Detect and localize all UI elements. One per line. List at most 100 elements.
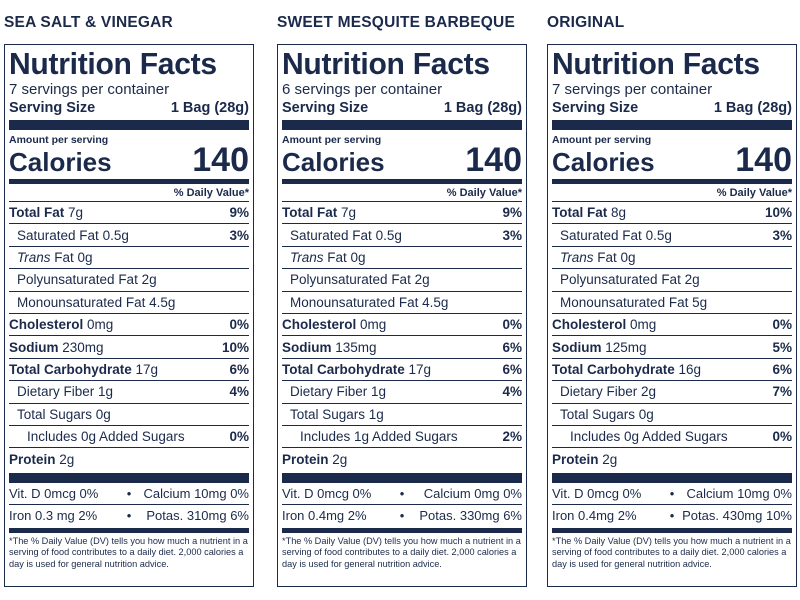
serving-size-label: Serving Size <box>282 100 369 116</box>
thick-divider <box>552 120 792 130</box>
sodium-row: Sodium 135mg 6% <box>282 336 522 359</box>
nutrient-text: Polyunsaturated Fat 2g <box>17 272 157 288</box>
serving-size-value: 1 Bag (28g) <box>713 100 792 116</box>
calories-row: Calories 140 <box>9 143 249 177</box>
nutrient-name: Cholesterol <box>552 317 627 333</box>
monounsaturated-fat-row: Monounsaturated Fat 5g <box>552 292 792 314</box>
trans-fat-row: Trans Fat 0g <box>552 247 792 270</box>
daily-value-footnote: *The % Daily Value (DV) tells you how mu… <box>9 535 248 569</box>
nutrient-text: Includes 0g Added Sugars <box>27 429 185 445</box>
calories-label: Calories <box>282 147 385 177</box>
nutrient-percent: 6% <box>229 361 249 377</box>
total-fat-row: Total Fat 7g 9% <box>282 202 522 225</box>
vitamin-d-value: Vit. D 0mcg 0% <box>552 485 642 501</box>
nutrient-percent: 9% <box>502 205 522 221</box>
nutrient-amount: 0mg <box>630 317 657 333</box>
nutrient-percent: 3% <box>502 227 522 243</box>
medium-divider <box>282 527 522 533</box>
nutrient-percent: 6% <box>502 361 522 377</box>
nutrient-text: Monounsaturated Fat 4.5g <box>17 294 176 310</box>
nutrition-facts-title: Nutrition Facts <box>552 46 760 81</box>
nutrient-percent: 3% <box>229 227 249 243</box>
calories-label: Calories <box>552 147 655 177</box>
total-sugars-row: Total Sugars 1g <box>282 404 522 426</box>
nutrient-name: Saturated Fat <box>17 227 99 243</box>
nutrient-percent: 10% <box>764 205 792 221</box>
total-sugars-row: Total Sugars 0g <box>9 404 249 426</box>
serving-size-row: Serving Size 1 Bag (28g) <box>9 99 249 117</box>
nutrition-facts-panel: Nutrition Facts 6 servings per container… <box>277 44 527 587</box>
iron-value: Iron 0.4mg 2% <box>282 508 367 524</box>
nutrient-amount: 2g <box>332 451 348 467</box>
trans-fat-row: Trans Fat 0g <box>282 247 522 270</box>
saturated-fat-row: Saturated Fat 0.5g 3% <box>9 224 249 247</box>
nutrient-name: Protein <box>552 451 599 467</box>
nutrient-percent: 5% <box>772 339 792 355</box>
total-sugars-row: Total Sugars 0g <box>552 404 792 426</box>
nutrient-name: Total Fat <box>552 205 608 221</box>
nutrient-percent: 2% <box>502 429 522 445</box>
nutrient-amount: 0.5g <box>102 227 129 243</box>
nutrient-percent: 4% <box>502 384 522 400</box>
iron-value: Iron 0.3 mg 2% <box>9 508 98 524</box>
daily-value-header: % Daily Value* <box>9 186 249 202</box>
nutrient-text: Polyunsaturated Fat 2g <box>290 272 430 288</box>
added-sugars-row: Includes 1g Added Sugars 2% <box>282 426 522 449</box>
total-fat-row: Total Fat 7g 9% <box>9 202 249 225</box>
calories-row: Calories 140 <box>282 143 522 177</box>
trans-label: Trans <box>290 249 324 265</box>
nutrient-name: Sodium <box>552 339 602 355</box>
nutrient-amount: 1g <box>371 384 387 400</box>
medium-divider <box>552 527 792 533</box>
iron-potassium-row: Iron 0.3 mg 2% • Potas. 310mg 6% <box>9 505 249 527</box>
sodium-row: Sodium 125mg 5% <box>552 336 792 359</box>
bullet-separator: • <box>126 485 132 501</box>
nutrient-percent: 0% <box>772 429 792 445</box>
saturated-fat-row: Saturated Fat 0.5g 3% <box>282 224 522 247</box>
dietary-fiber-row: Dietary Fiber 1g 4% <box>282 381 522 404</box>
medium-divider <box>9 179 249 184</box>
nutrient-name: Total Carbohydrate <box>552 361 675 377</box>
iron-value: Iron 0.4mg 2% <box>552 508 637 524</box>
trans-fat-row: Trans Fat 0g <box>9 247 249 270</box>
nutrition-facts-title: Nutrition Facts <box>9 46 217 81</box>
bullet-separator: • <box>126 508 132 524</box>
daily-value-header: % Daily Value* <box>282 186 522 202</box>
servings-per-container: 7 servings per container <box>552 81 713 98</box>
nutrient-amount: 2g <box>641 384 657 400</box>
medium-divider <box>9 527 249 533</box>
nutrient-name: Protein <box>282 451 329 467</box>
nutrient-name: Total Carbohydrate <box>282 361 405 377</box>
servings-per-container: 6 servings per container <box>282 81 443 98</box>
nutrient-amount: 0mg <box>87 317 114 333</box>
bullet-separator: • <box>399 508 405 524</box>
nutrient-amount: 17g <box>135 361 159 377</box>
nutrient-name: Total Fat <box>282 205 338 221</box>
nutrient-name: Saturated Fat <box>290 227 372 243</box>
nutrition-label-column: SEA SALT & VINEGAR Nutrition Facts 7 ser… <box>4 12 254 587</box>
bullet-separator: • <box>399 485 405 501</box>
serving-size-row: Serving Size 1 Bag (28g) <box>552 99 792 117</box>
amount-per-serving: Amount per serving <box>552 134 652 146</box>
calcium-value: Calcium 10mg 0% <box>686 485 793 501</box>
cholesterol-row: Cholesterol 0mg 0% <box>9 314 249 337</box>
polyunsaturated-fat-row: Polyunsaturated Fat 2g <box>9 269 249 292</box>
sodium-row: Sodium 230mg 10% <box>9 336 249 359</box>
polyunsaturated-fat-row: Polyunsaturated Fat 2g <box>552 269 792 292</box>
thick-divider <box>282 120 522 130</box>
dietary-fiber-row: Dietary Fiber 1g 4% <box>9 381 249 404</box>
dietary-fiber-row: Dietary Fiber 2g 7% <box>552 381 792 404</box>
calories-row: Calories 140 <box>552 143 792 177</box>
cholesterol-row: Cholesterol 0mg 0% <box>552 314 792 337</box>
trans-label: Trans <box>560 249 594 265</box>
medium-divider <box>282 179 522 184</box>
thick-divider <box>282 472 522 483</box>
nutrient-amount: Fat 0g <box>327 249 366 265</box>
medium-divider <box>552 179 792 184</box>
nutrient-text: Monounsaturated Fat 5g <box>560 294 708 310</box>
total-carbohydrate-row: Total Carbohydrate 17g 6% <box>282 359 522 382</box>
nutrient-text: Total Sugars 1g <box>290 406 384 422</box>
nutrient-text: Polyunsaturated Fat 2g <box>560 272 700 288</box>
servings-per-container: 7 servings per container <box>9 81 170 98</box>
nutrient-amount: 230mg <box>62 339 104 355</box>
